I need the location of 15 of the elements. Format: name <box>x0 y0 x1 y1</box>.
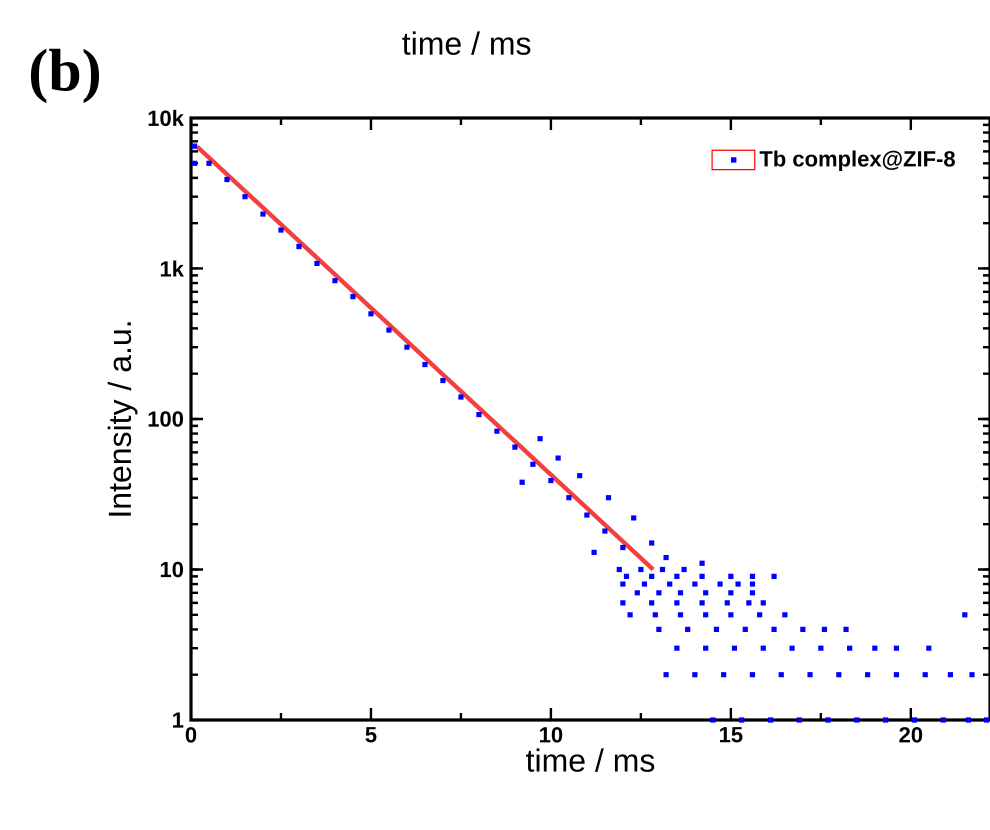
x-tick-label: 10 <box>540 727 562 743</box>
x-tick-label: 0 <box>186 727 196 743</box>
y-tick-label: 1 <box>173 712 184 728</box>
chart-title: time / ms <box>402 31 530 55</box>
legend-label: Tb complex@ZIF-8 <box>760 150 955 171</box>
x-tick-label: 20 <box>899 727 922 743</box>
y-tick-label: 10 <box>160 562 184 578</box>
y-axis-title: Intensity / a.u. <box>108 322 138 516</box>
x-axis-title: time / ms <box>526 748 654 772</box>
x-tick-label: 5 <box>366 727 376 742</box>
x-tick-label: 15 <box>720 727 742 742</box>
y-tick-label: 10k <box>148 110 184 126</box>
text: (b) <box>30 48 100 104</box>
y-tick-label: 100 <box>148 411 184 427</box>
y-tick-label: 1k <box>160 260 184 276</box>
